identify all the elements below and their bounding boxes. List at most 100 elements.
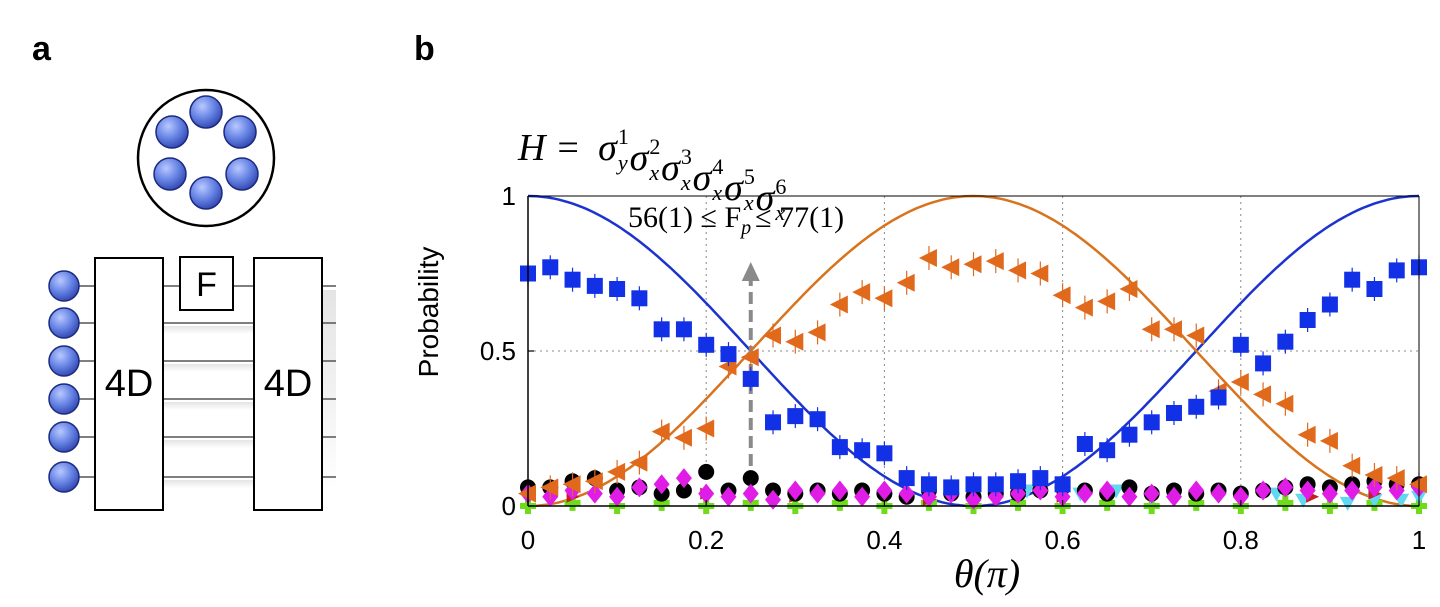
data-point-triangle [963,255,982,274]
data-point-diamond [1076,483,1093,504]
data-point-square [987,476,1004,493]
data-point-triangle [1409,475,1427,494]
data-point-triangle [1030,264,1049,283]
unitary-box-left [94,257,164,511]
data-point-cross [564,494,581,511]
y-tick-label: 0.5 [480,336,516,366]
wire-shadows [162,290,336,490]
data-point-triangle [562,475,581,494]
data-point-square [1076,436,1093,452]
data-point-diamond [631,477,648,498]
data-point-square [965,476,982,493]
data-point-triangle [540,478,559,497]
data-point-triangle [1386,469,1405,488]
x-tick-label: 0.8 [1223,525,1259,555]
sigma-subscript: y [616,150,628,175]
x-axis-title: θ(π) [954,551,1020,596]
data-point-triangle [1342,456,1361,475]
fidelity-bound: 56(1) ≤ Fp ≤ 77(1) [628,201,844,239]
x-tick-label: 1 [1412,525,1426,555]
sigma-operator: σ [724,167,744,209]
sigma-subscript: x [774,200,785,225]
data-point-diamond [675,468,692,489]
data-point-triangle [985,252,1004,271]
data-point-square [831,439,848,456]
data-point-diamond [1321,483,1338,504]
data-point-diamond [765,489,782,510]
data-point-square [1321,296,1338,313]
data-point-triangle [1339,496,1356,511]
data-point-diamond [1277,477,1294,498]
data-point-square [1299,312,1316,328]
data-point-triangle [584,472,603,491]
panel-b: b H = σ1 yσ2 xσ3 xσ4 xσ5 xσ6 x 0 0.2 0.4 0.6 0.8 10… [413,30,1427,596]
x-tick-label: 0.4 [866,525,902,555]
data-point-diamond [1143,483,1160,504]
x-tick-label: 0.2 [688,525,724,555]
data-point-diamond [1121,486,1138,507]
data-point-diamond [1255,480,1272,501]
data-point-triangle [1141,320,1160,339]
data-point-diamond [1299,480,1316,501]
data-point-triangle [1074,298,1093,317]
data-point-diamond [1099,480,1116,501]
sigma-superscript: 4 [712,154,723,179]
x-tick-label: 0 [521,525,535,555]
data-point-diamond [1388,480,1405,501]
data-point-diamond [586,483,603,504]
data-point-cross [653,494,670,511]
y-tick-label: 0 [502,491,516,521]
data-point-triangle [673,428,692,447]
data-point-cross [1099,494,1116,511]
unitary-box-right-label: 4D [264,363,313,405]
data-point-triangle [1052,286,1071,305]
sigma-superscript: 5 [744,164,755,189]
photon-ball [48,421,80,453]
data-point-triangle [941,258,960,277]
data-point-cross [1188,494,1205,511]
photon-ball [48,345,80,377]
unitary-box-right [253,257,323,511]
photon-ball [48,383,80,415]
data-point-triangle [1364,466,1383,484]
data-point-square [787,408,804,425]
data-point-square [943,479,960,496]
data-point-square [809,411,826,428]
data-point-diamond [787,480,804,501]
data-point-triangle [607,462,626,481]
data-point-diamond [809,483,826,504]
data-point-triangle [896,273,915,292]
data-point-square [720,346,737,363]
data-point-diamond [831,480,848,501]
data-point-triangle [852,283,871,302]
f-gate-box [179,256,234,311]
data-point-triangle [1275,394,1294,413]
data-point-square [1143,414,1160,431]
photon-ball [155,115,189,149]
data-point-triangle [874,289,893,308]
data-point-triangle [629,453,648,472]
data-point-square [1099,442,1116,459]
data-point-square [1121,426,1138,443]
data-point-triangle [1008,261,1027,280]
sigma-subscript: x [743,190,754,215]
data-point-square [1366,281,1383,297]
sigma-operator: σ [661,147,681,189]
data-point-diamond [1232,486,1249,507]
photon-ball [153,157,187,191]
data-point-square [742,370,759,387]
data-point-triangle [785,332,804,351]
axes [527,195,1420,507]
data-point-circle [742,470,759,487]
data-point-diamond [1210,483,1227,504]
panel-a: a [32,30,336,511]
data-point-square [653,321,670,338]
data-point-diamond [609,486,626,507]
data-point-triangle [696,419,715,438]
data-point-triangle [651,422,670,441]
photon-ball [48,270,80,302]
data-point-square [1054,476,1071,493]
sigma-superscript: 6 [775,174,786,199]
data-point-diamond [965,489,982,510]
sigma-subscript: x [711,180,722,205]
